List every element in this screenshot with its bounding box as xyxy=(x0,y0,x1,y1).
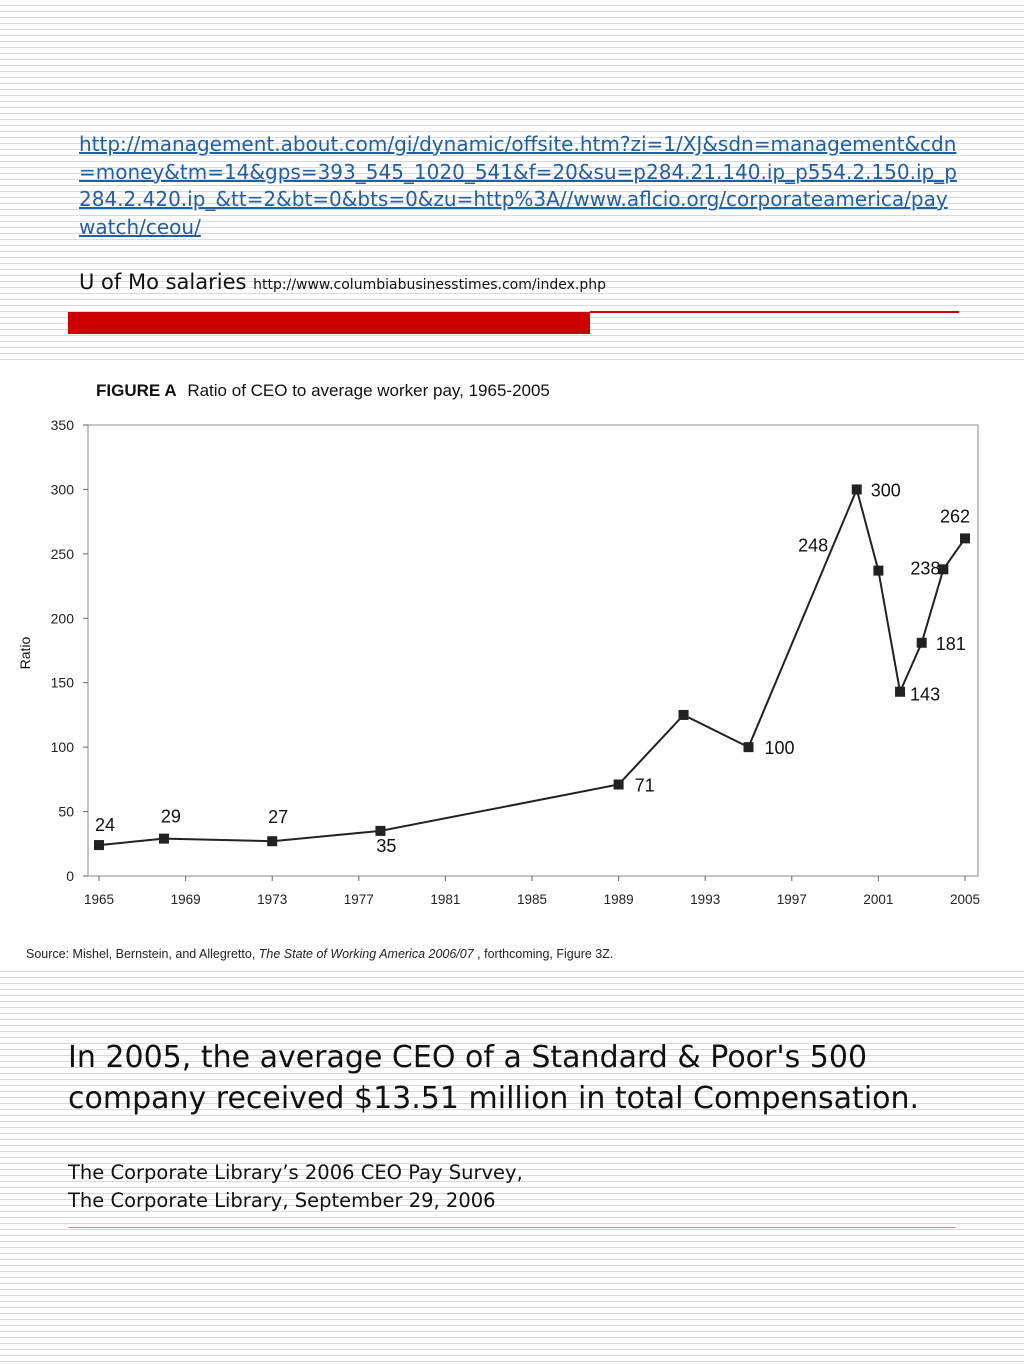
bottom-divider xyxy=(68,1227,956,1228)
uofmo-url[interactable]: http://www.columbiabusinesstimes.com/ind… xyxy=(253,277,606,293)
chart-title-prefix: FIGURE A xyxy=(96,381,177,400)
data-point xyxy=(960,533,970,544)
x-tick-label: 2005 xyxy=(950,892,980,907)
chart-title-text: Ratio of CEO to average worker pay, 1965… xyxy=(187,381,550,400)
source-prefix: Source: Mishel, Bernstein, and Allegrett… xyxy=(26,947,259,961)
y-tick-label: 300 xyxy=(51,481,75,497)
data-point xyxy=(678,709,689,720)
data-point xyxy=(94,840,104,851)
data-label: 262 xyxy=(940,506,970,526)
y-tick-label: 350 xyxy=(51,417,75,433)
data-label: 143 xyxy=(910,685,940,705)
data-label: 300 xyxy=(871,480,901,500)
data-point xyxy=(938,564,949,575)
x-tick-label: 1997 xyxy=(777,892,807,907)
x-tick-label: 1981 xyxy=(430,892,460,907)
y-tick-label: 50 xyxy=(58,804,74,820)
x-tick-label: 1985 xyxy=(517,892,547,907)
data-label: 71 xyxy=(635,776,655,796)
data-label: 100 xyxy=(765,738,795,758)
data-label: 248 xyxy=(798,535,828,555)
y-tick-label: 150 xyxy=(51,675,75,691)
plot-frame xyxy=(87,424,979,877)
citation-line-1: The Corporate Library’s 2006 CEO Pay Sur… xyxy=(68,1161,523,1184)
y-tick-label: 250 xyxy=(51,546,75,562)
data-point xyxy=(895,686,906,697)
data-point xyxy=(743,742,754,753)
chart-title: FIGURE A Ratio of CEO to average worker … xyxy=(96,381,550,400)
x-tick-label: 1969 xyxy=(171,892,201,907)
data-point xyxy=(267,836,278,847)
uofmo-line: U of Mo salaries http://www.columbiabusi… xyxy=(79,270,606,294)
series-line xyxy=(98,486,966,847)
ceo-pay-chart: FIGURE A Ratio of CEO to average worker … xyxy=(17,381,980,961)
source-suffix: , forthcoming, Figure 3Z. xyxy=(474,947,614,961)
citation-line-2: The Corporate Library, September 29, 200… xyxy=(68,1189,496,1212)
data-label: 24 xyxy=(95,815,115,835)
chart-source: Source: Mishel, Bernstein, and Allegrett… xyxy=(26,947,613,961)
accent-red-bar xyxy=(68,312,590,334)
data-point xyxy=(916,637,927,648)
citation: The Corporate Library’s 2006 CEO Pay Sur… xyxy=(68,1159,958,1215)
source-link[interactable]: http://management.about.com/gi/dynamic/o… xyxy=(79,132,957,239)
data-point xyxy=(158,833,169,844)
x-tick-label: 1993 xyxy=(690,892,720,907)
data-point xyxy=(613,779,624,790)
x-tick-label: 1973 xyxy=(257,892,287,907)
data-label: 29 xyxy=(161,807,181,827)
y-tick-label: 100 xyxy=(51,739,75,755)
x-tick-label: 1977 xyxy=(344,892,374,907)
data-label: 27 xyxy=(268,807,288,827)
data-label: 35 xyxy=(376,836,396,856)
source-title: The State of Working America 2006/07 xyxy=(259,947,475,961)
x-tick-label: 2001 xyxy=(863,892,893,907)
main-statement: In 2005, the average CEO of a Standard &… xyxy=(68,1040,920,1116)
data-point xyxy=(873,565,884,576)
data-point xyxy=(375,825,386,836)
chart-panel: FIGURE A Ratio of CEO to average worker … xyxy=(0,363,1024,968)
x-tick-label: 1989 xyxy=(604,892,634,907)
y-tick-label: 0 xyxy=(66,868,74,884)
data-label: 181 xyxy=(936,634,966,654)
data-label: 238 xyxy=(910,558,940,578)
y-tick-label: 200 xyxy=(51,610,75,626)
y-axis-label: Ratio xyxy=(17,636,33,669)
data-point xyxy=(851,484,862,495)
accent-red-line xyxy=(590,311,959,313)
x-tick-label: 1965 xyxy=(84,892,114,907)
uofmo-label: U of Mo salaries xyxy=(79,270,247,294)
